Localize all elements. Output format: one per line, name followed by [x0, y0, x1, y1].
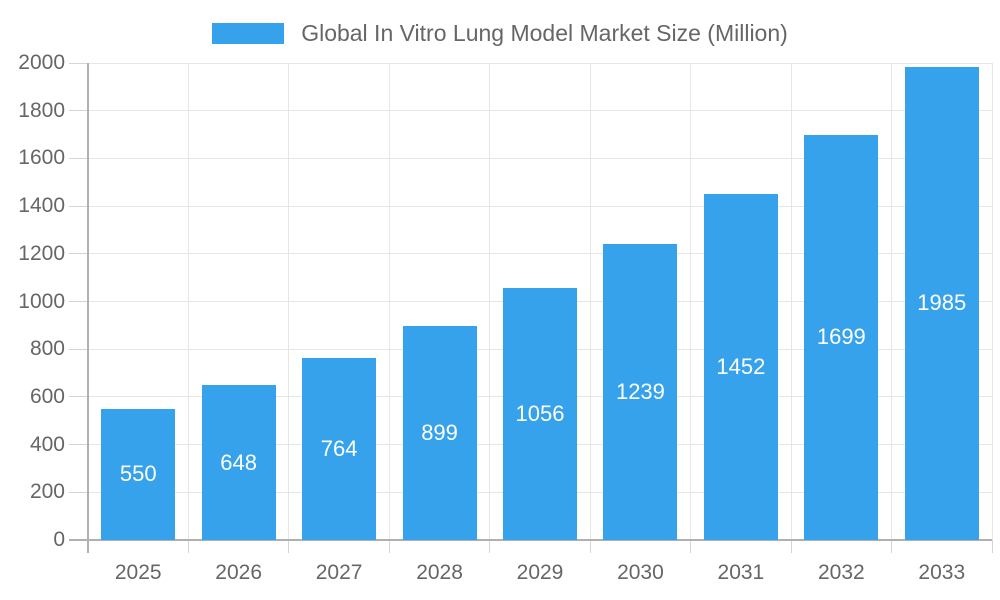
horizontal-gridline — [88, 62, 992, 64]
x-axis-label: 2025 — [114, 561, 162, 584]
y-axis-label: 1000 — [18, 289, 65, 313]
y-axis-label: 800 — [29, 337, 65, 361]
y-axis-label: 2000 — [18, 51, 65, 74]
horizontal-gridline — [88, 110, 992, 112]
bar-value-label: 550 — [119, 461, 157, 487]
x-axis-label: 2031 — [717, 561, 765, 584]
x-axis-tick — [489, 540, 491, 553]
bar[interactable] — [603, 244, 678, 540]
y-axis-tick — [69, 205, 88, 207]
y-axis-tick — [69, 110, 88, 112]
y-axis-label: 1200 — [18, 241, 65, 265]
y-axis-label: 600 — [29, 384, 65, 408]
bar-value-label: 1699 — [816, 324, 866, 350]
y-axis-tick — [69, 253, 88, 255]
horizontal-gridline — [88, 253, 992, 255]
horizontal-gridline — [88, 205, 992, 207]
y-axis-tick — [69, 157, 88, 159]
bar[interactable] — [703, 193, 778, 540]
vertical-gridline — [991, 63, 993, 540]
y-axis-label: 400 — [29, 432, 65, 456]
y-axis-label: 1600 — [18, 146, 65, 170]
y-axis-tick — [69, 301, 88, 302]
bar-value-label: 1056 — [515, 401, 565, 427]
x-axis-label: 2026 — [215, 561, 263, 584]
y-axis-label: 1800 — [18, 98, 65, 122]
y-axis-line — [87, 63, 89, 553]
x-axis-tick — [388, 540, 390, 553]
x-axis-label: 2027 — [315, 561, 363, 584]
bar[interactable] — [402, 325, 477, 540]
x-axis-tick — [790, 540, 792, 553]
bar-value-label: 899 — [421, 419, 458, 445]
bar[interactable] — [804, 134, 879, 540]
bar[interactable] — [302, 357, 377, 540]
bar[interactable] — [101, 408, 176, 540]
legend-swatch — [212, 23, 285, 44]
bar[interactable] — [201, 385, 276, 540]
x-axis-tick — [589, 540, 591, 553]
bar[interactable] — [503, 288, 577, 540]
x-axis-label: 2030 — [617, 561, 664, 584]
x-axis-tick — [891, 540, 893, 553]
x-axis-label: 2028 — [416, 561, 463, 584]
bar-value-label: 1985 — [917, 290, 967, 316]
x-axis-label: 2032 — [817, 561, 865, 584]
bar-value-label: 648 — [220, 449, 258, 475]
bar-value-label: 764 — [320, 435, 358, 461]
bar[interactable] — [904, 66, 979, 540]
x-axis-tick — [288, 540, 290, 553]
x-axis-label: 2033 — [918, 561, 966, 584]
bar-value-label: 1239 — [615, 379, 665, 405]
y-axis-tick — [69, 348, 88, 350]
x-axis-tick — [690, 540, 692, 553]
x-axis-tick — [187, 540, 189, 553]
bar-value-label: 1452 — [716, 353, 766, 379]
horizontal-gridline — [88, 157, 992, 159]
y-axis-label: 200 — [29, 480, 65, 504]
x-axis-label: 2029 — [516, 561, 564, 584]
x-axis-line — [69, 539, 992, 541]
y-axis-label: 1400 — [18, 194, 65, 218]
chart-legend[interactable]: Global In Vitro Lung Model Market Size (… — [0, 20, 1000, 47]
y-axis-tick — [69, 444, 88, 446]
x-axis-tick — [991, 540, 993, 553]
y-axis-tick — [69, 491, 88, 493]
legend-label: Global In Vitro Lung Model Market Size (… — [301, 20, 788, 46]
y-axis-tick — [69, 62, 88, 64]
y-axis-tick — [69, 396, 88, 398]
y-axis-label: 0 — [53, 528, 65, 551]
